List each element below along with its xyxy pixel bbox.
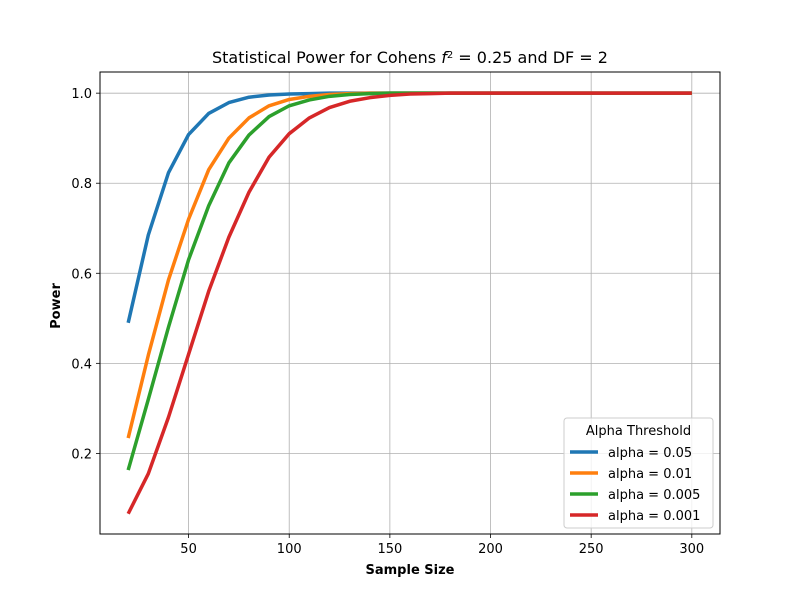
chart-title: Statistical Power for Cohens f2 = 0.25 a… bbox=[212, 48, 608, 67]
legend-label: alpha = 0.01 bbox=[608, 467, 692, 482]
y-tick-label: 0.4 bbox=[71, 357, 92, 372]
series-line-1 bbox=[126, 91, 692, 324]
x-tick-label: 150 bbox=[377, 542, 402, 557]
axis-ticks: 50 100 150 200 250 300 0.2 0.4 0.6 0.8 1.0 bbox=[71, 87, 704, 557]
legend-title: Alpha Threshold bbox=[586, 424, 691, 439]
title-superscript: 2 bbox=[447, 50, 453, 61]
plot-area-frame bbox=[99, 71, 721, 535]
series-line-4 bbox=[126, 91, 692, 515]
legend-label: alpha = 0.05 bbox=[608, 446, 692, 461]
x-tick-label: 200 bbox=[478, 542, 503, 557]
y-tick-label: 1.0 bbox=[71, 87, 92, 102]
series-lines bbox=[126, 91, 692, 515]
y-axis-label: Power bbox=[49, 283, 64, 329]
legend: Alpha Threshold alpha = 0.05 alpha = 0.01… bbox=[563, 417, 714, 529]
legend-box bbox=[563, 417, 714, 529]
series-line-2 bbox=[126, 91, 692, 439]
x-tick-label: 100 bbox=[277, 542, 302, 557]
x-tick-label: 250 bbox=[579, 542, 604, 557]
x-axis-label: Sample Size bbox=[366, 563, 455, 578]
x-tick-label: 50 bbox=[180, 542, 197, 557]
y-tick-label: 0.2 bbox=[71, 447, 92, 462]
y-tick-label: 0.8 bbox=[71, 177, 92, 192]
x-tick-label: 300 bbox=[679, 542, 704, 557]
legend-label: alpha = 0.001 bbox=[608, 509, 700, 524]
grid-lines bbox=[100, 72, 720, 534]
y-tick-label: 0.6 bbox=[71, 267, 92, 282]
title-suffix: = 0.25 and DF = 2 bbox=[453, 48, 608, 67]
legend-entries: alpha = 0.05 alpha = 0.01 alpha = 0.005 alp… bbox=[570, 446, 700, 524]
title-symbol: f bbox=[441, 48, 449, 67]
legend-label: alpha = 0.005 bbox=[608, 488, 700, 503]
